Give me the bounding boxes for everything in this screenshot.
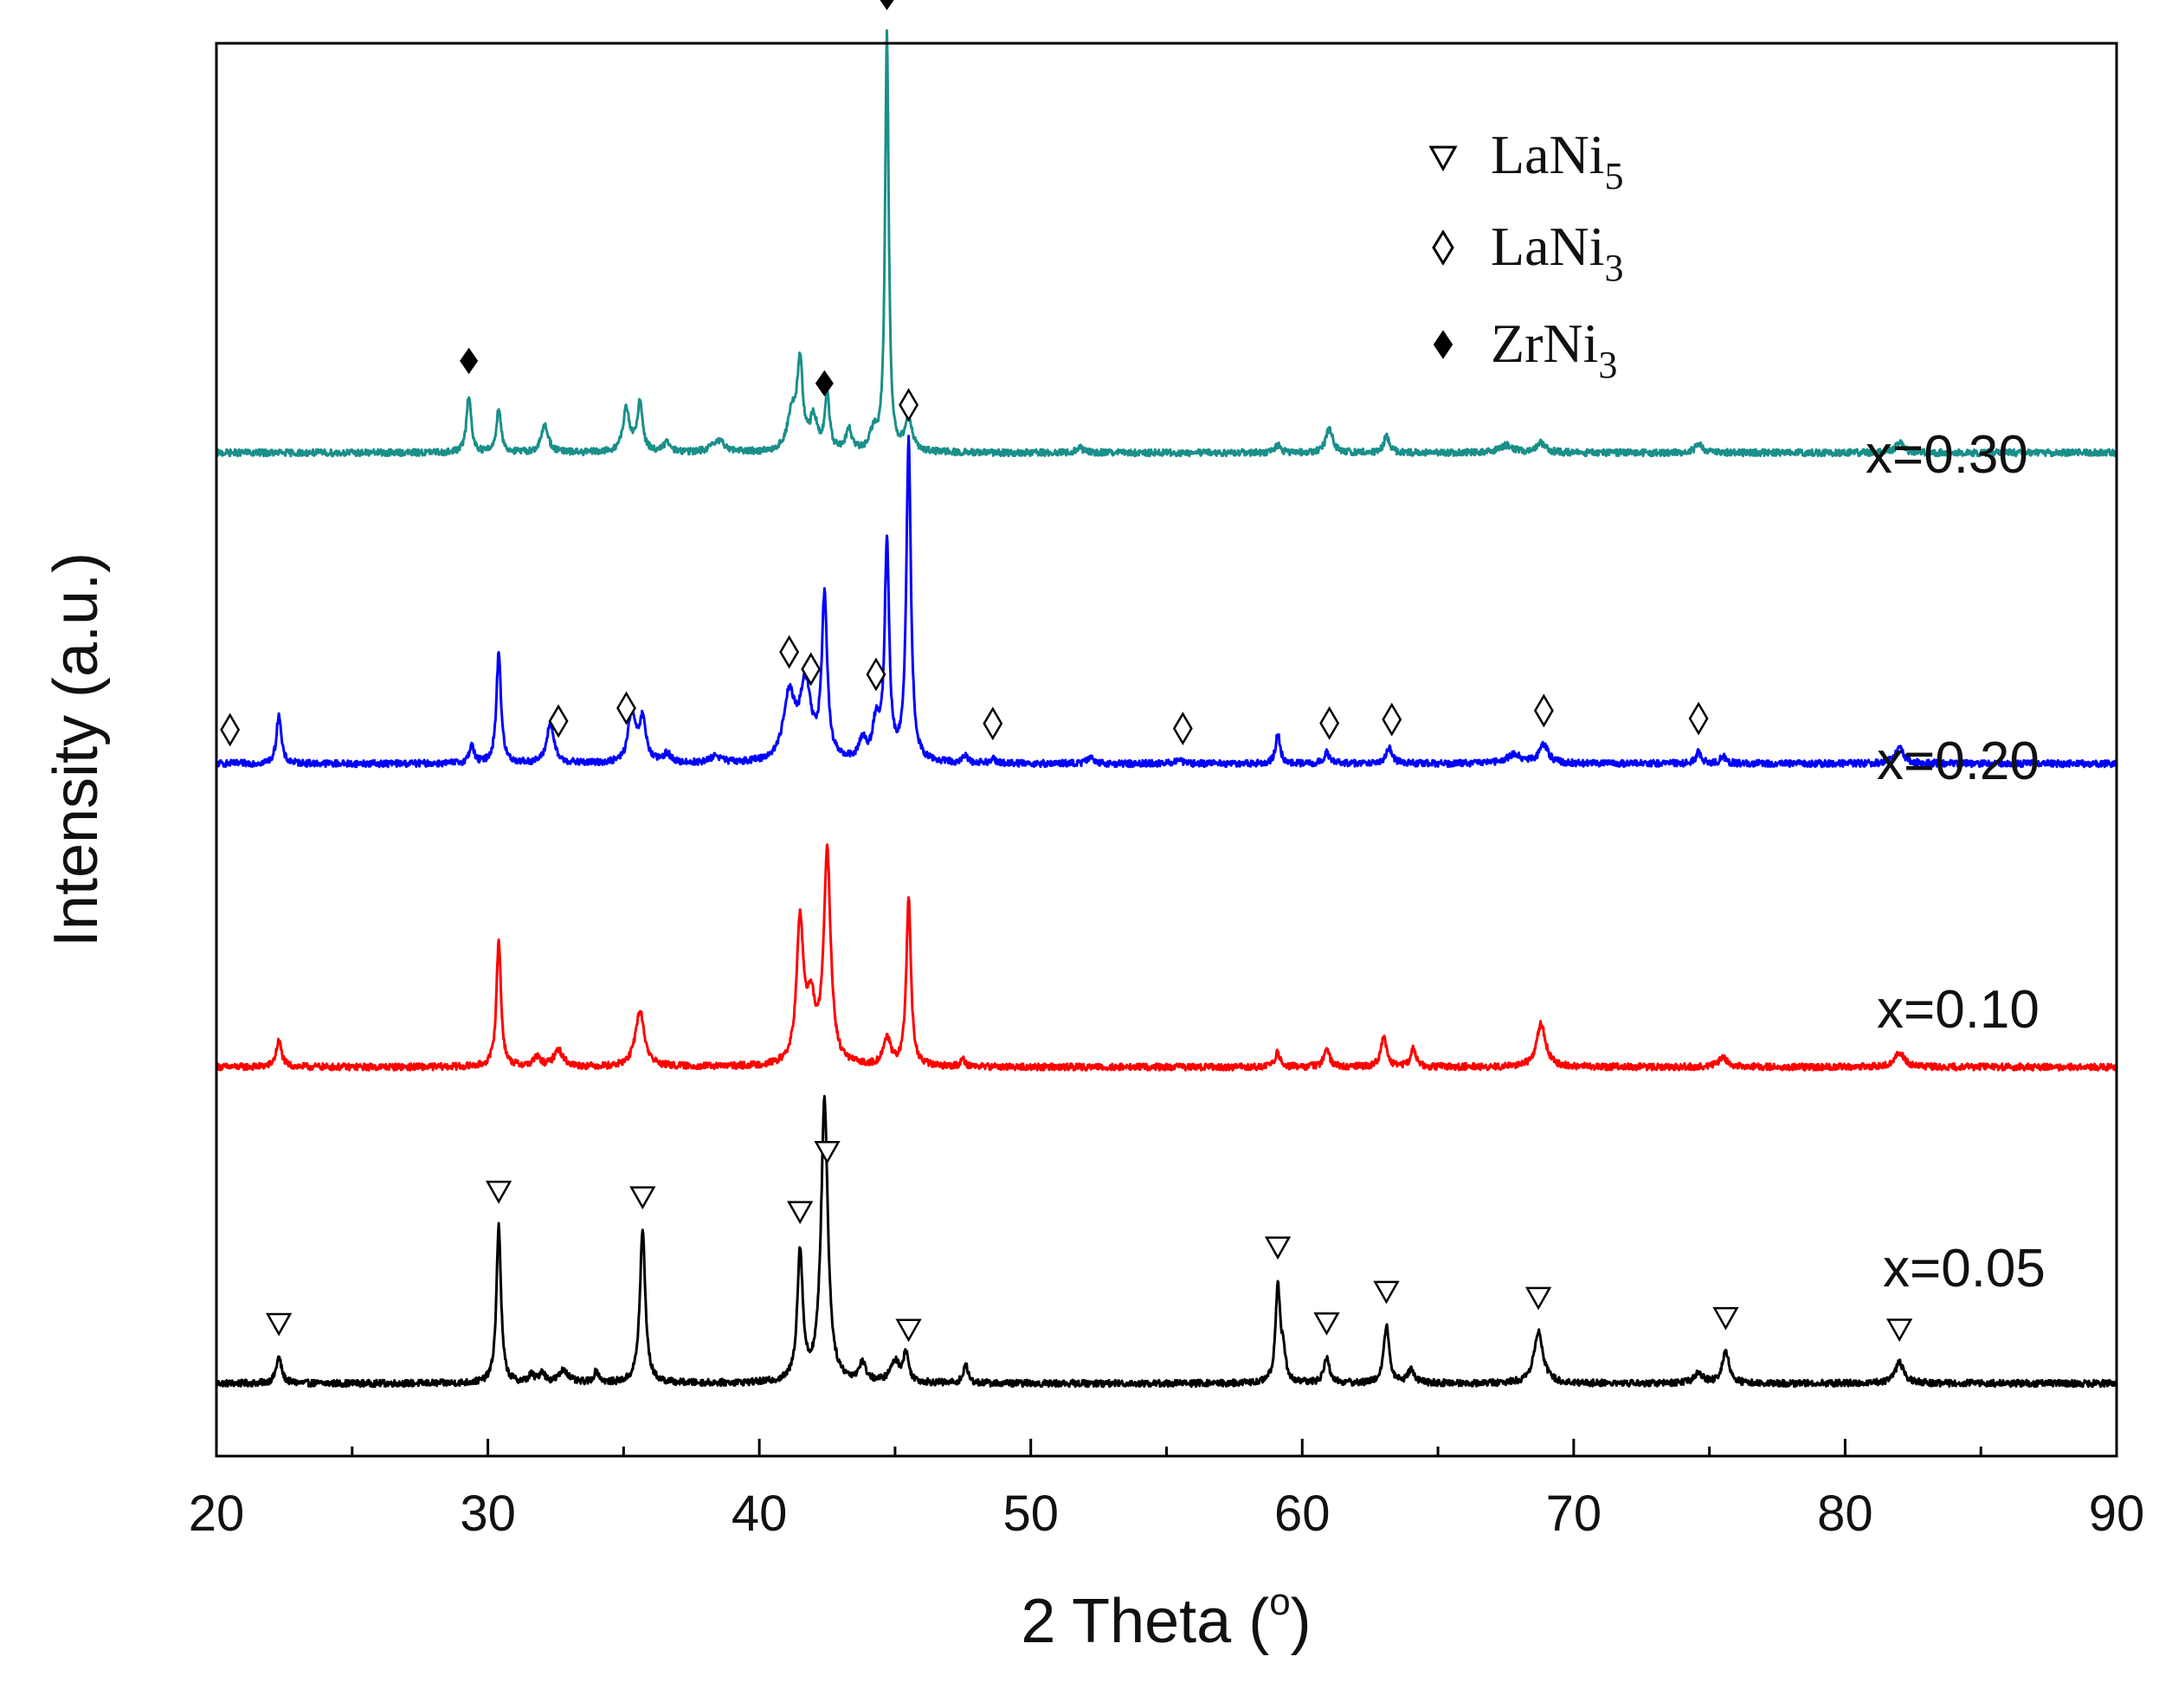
diamond-open-marker bbox=[779, 635, 800, 669]
legend-marker-open-diamond bbox=[1432, 229, 1454, 266]
series-labels: x=0.30 x=0.20 x=0.10 x=0.05 bbox=[1866, 425, 2046, 1299]
legend-entry-zrni3: ZrNi3 bbox=[1433, 313, 1617, 386]
diamond-open-marker bbox=[983, 706, 1003, 741]
legend: LaNi5 LaNi3 ZrNi3 bbox=[1428, 124, 1624, 386]
diamond-open-marker bbox=[1533, 693, 1554, 728]
x-axis-title-main: 2 Theta ( bbox=[1021, 1587, 1269, 1656]
x-tick-label: 60 bbox=[1274, 1486, 1331, 1542]
legend-entry-lani3: LaNi3 bbox=[1432, 216, 1624, 289]
series-label-x030: x=0.30 bbox=[1866, 425, 2028, 485]
down-triangle-open-marker bbox=[1264, 1236, 1292, 1260]
down-triangle-open-marker bbox=[1373, 1280, 1400, 1305]
diamond-filled-marker bbox=[880, 0, 894, 10]
down-triangle-open-marker bbox=[814, 1140, 841, 1164]
x-axis-title-sup: o bbox=[1269, 1581, 1290, 1623]
down-triangle-open-marker bbox=[1524, 1286, 1552, 1311]
diamond-open-marker bbox=[1382, 702, 1402, 737]
series-layer bbox=[215, 29, 2118, 1389]
legend-marker-down-triangle bbox=[1428, 145, 1458, 172]
series-line-x020 bbox=[216, 435, 2118, 769]
legend-entry-lani5: LaNi5 bbox=[1428, 124, 1624, 197]
series-line-x030 bbox=[215, 29, 2118, 458]
x-tick-label: 80 bbox=[1817, 1486, 1873, 1542]
x-tick-label: 30 bbox=[460, 1486, 516, 1542]
marker-layer bbox=[220, 0, 1913, 1343]
down-triangle-open-marker bbox=[1885, 1318, 1913, 1342]
down-triangle-open-marker bbox=[265, 1312, 293, 1337]
x-axis-title-close: ) bbox=[1291, 1587, 1312, 1656]
diamond-filled-marker bbox=[815, 370, 834, 397]
x-axis-title: 2 Theta (o) bbox=[1021, 1581, 1311, 1656]
diamond-open-marker bbox=[548, 704, 569, 738]
series-line-x005 bbox=[215, 1094, 2118, 1389]
x-tick-label: 50 bbox=[1002, 1486, 1059, 1542]
y-axis-title: Intensity (a.u.) bbox=[42, 552, 111, 947]
diamond-open-marker bbox=[220, 712, 241, 747]
down-triangle-open-marker bbox=[787, 1201, 814, 1225]
x-tick-label: 70 bbox=[1546, 1486, 1602, 1542]
legend-marker-filled-diamond bbox=[1433, 330, 1453, 359]
series-label-x010: x=0.10 bbox=[1877, 980, 2040, 1040]
down-triangle-open-marker bbox=[895, 1318, 922, 1343]
legend-label-zrni3: ZrNi3 bbox=[1491, 313, 1617, 386]
series-label-x020: x=0.20 bbox=[1877, 732, 2040, 791]
diamond-open-marker bbox=[801, 652, 822, 686]
down-triangle-open-marker bbox=[1712, 1306, 1739, 1331]
x-tick-label: 90 bbox=[2089, 1486, 2145, 1542]
series-label-x005: x=0.05 bbox=[1883, 1239, 2046, 1299]
diamond-filled-marker bbox=[460, 347, 479, 375]
series-line-x010 bbox=[215, 843, 2118, 1072]
x-axis-ticks: 20 30 40 50 60 70 80 90 bbox=[189, 1439, 2145, 1542]
legend-label-lani3: LaNi3 bbox=[1491, 216, 1624, 289]
x-tick-label: 40 bbox=[732, 1486, 788, 1542]
diamond-open-marker bbox=[1688, 701, 1709, 736]
x-tick-label: 20 bbox=[189, 1486, 245, 1542]
legend-label-lani5: LaNi5 bbox=[1491, 124, 1624, 197]
down-triangle-open-marker bbox=[1313, 1312, 1340, 1336]
down-triangle-open-marker bbox=[485, 1180, 512, 1204]
diamond-open-marker bbox=[866, 657, 886, 692]
diamond-open-marker bbox=[1319, 706, 1340, 740]
down-triangle-open-marker bbox=[629, 1186, 656, 1210]
diamond-open-marker bbox=[899, 388, 919, 422]
diamond-open-marker bbox=[616, 691, 636, 725]
diamond-open-marker bbox=[1172, 712, 1193, 746]
